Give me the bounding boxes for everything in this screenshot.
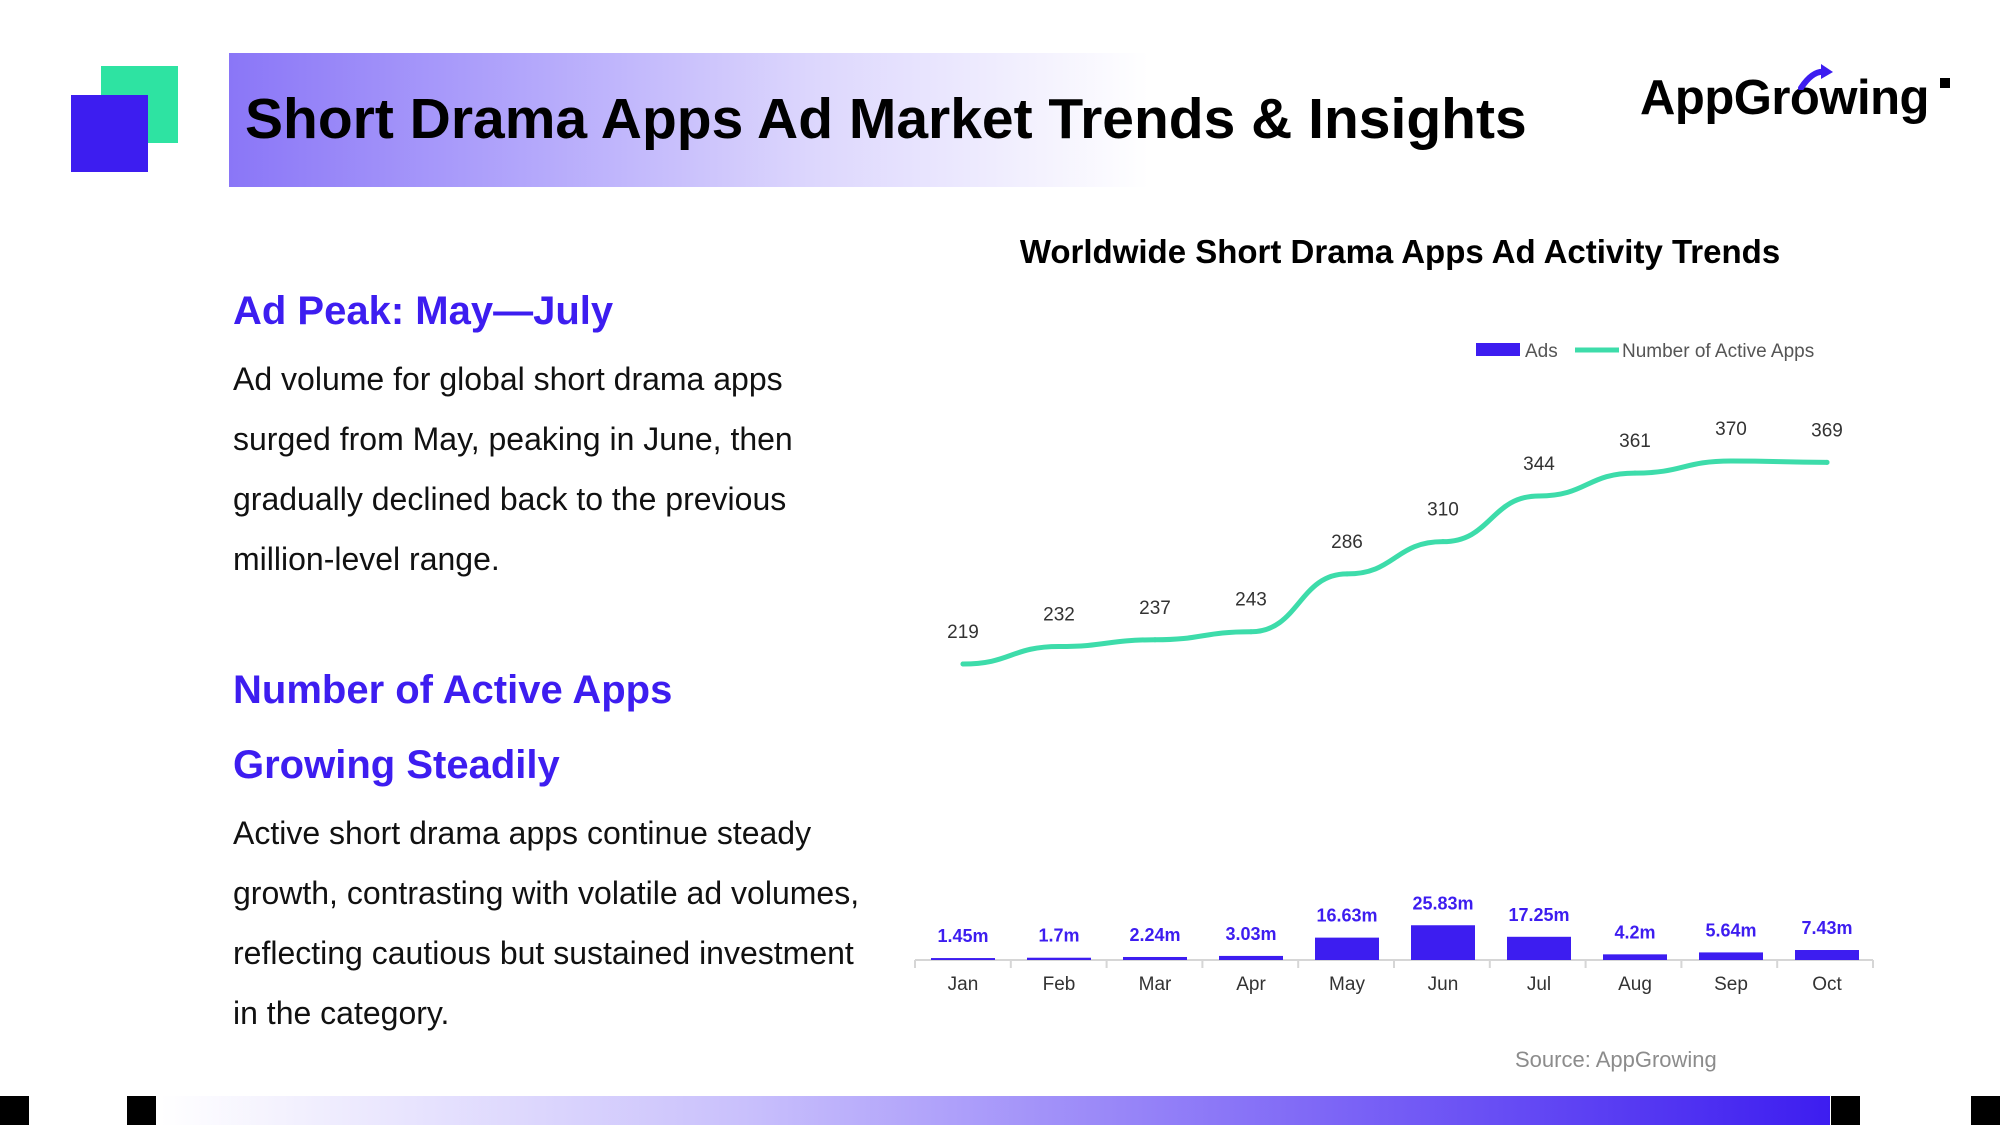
- line-label: 361: [1619, 431, 1651, 452]
- line-label: 243: [1235, 590, 1267, 611]
- footer-block: [127, 1096, 156, 1125]
- bar-may: [1315, 937, 1379, 960]
- line-point: [1344, 571, 1350, 577]
- line-point: [1056, 644, 1062, 650]
- line-point: [1632, 470, 1638, 476]
- bar-label: 3.03m: [1225, 924, 1276, 944]
- x-tick-label: May: [1329, 974, 1365, 995]
- bar-jan: [931, 958, 995, 960]
- bar-feb: [1027, 957, 1091, 960]
- section-body-ad-peak: Ad volume for global short drama apps su…: [233, 361, 793, 577]
- bar-label: 4.2m: [1614, 922, 1655, 942]
- line-point: [1536, 493, 1542, 499]
- title-band: [229, 53, 1229, 187]
- line-label: 344: [1523, 454, 1555, 475]
- x-tick-label: Apr: [1236, 974, 1266, 995]
- line-label: 219: [947, 622, 979, 643]
- legend-label-ads: Ads: [1525, 341, 1558, 362]
- section-heading-active-apps-line2: Growing Steadily: [233, 743, 560, 787]
- footer-block-right: [1971, 1096, 2000, 1125]
- x-tick-label: Sep: [1714, 974, 1748, 995]
- bar-mar: [1123, 956, 1187, 960]
- footer-block: [1831, 1096, 1860, 1125]
- bar-label: 2.24m: [1129, 925, 1180, 945]
- x-tick-label: Jul: [1527, 974, 1551, 995]
- line-label: 237: [1139, 598, 1171, 619]
- line-point: [1248, 629, 1254, 635]
- x-tick-label: Aug: [1618, 974, 1652, 995]
- bar-sep: [1699, 952, 1763, 960]
- bar-label: 1.7m: [1038, 926, 1079, 946]
- line-point: [1824, 459, 1830, 465]
- line-point: [960, 661, 966, 667]
- line-point: [1152, 637, 1158, 643]
- logo-text: AppGrowing: [1640, 71, 1929, 125]
- bar-apr: [1219, 955, 1283, 960]
- logo-arrow-icon: [1798, 64, 1833, 90]
- x-tick-label: Mar: [1139, 974, 1172, 995]
- x-tick-label: Jun: [1428, 974, 1459, 995]
- bar-label: 5.64m: [1705, 920, 1756, 940]
- legend-swatch-ads: [1476, 343, 1520, 356]
- logo-dot: [1940, 78, 1950, 88]
- bar-jul: [1507, 936, 1571, 960]
- line-label: 310: [1427, 500, 1459, 521]
- source-note: Source: AppGrowing: [1515, 1047, 1717, 1072]
- x-tick-label: Feb: [1043, 974, 1076, 995]
- section-heading-active-apps-line1: Number of Active Apps: [233, 668, 673, 712]
- line-label: 286: [1331, 532, 1363, 553]
- chart-title: Worldwide Short Drama Apps Ad Activity T…: [1019, 233, 1781, 270]
- page-title: Short Drama Apps Ad Market Trends & Insi…: [245, 87, 1527, 151]
- bar-aug: [1603, 954, 1667, 960]
- line-active-apps: [960, 458, 1830, 667]
- bar-label: 7.43m: [1801, 918, 1852, 938]
- x-tick-label: Oct: [1812, 974, 1842, 995]
- footer-block-left: [0, 1096, 29, 1125]
- bar-label: 25.83m: [1412, 893, 1473, 913]
- decor-square-purple: [71, 95, 148, 172]
- footer-gradient-bar: [160, 1096, 1830, 1125]
- x-tick-label: Jan: [948, 974, 979, 995]
- section-body-active-apps: Active short drama apps continue steady …: [233, 815, 860, 1031]
- legend-label-active-apps: Number of Active Apps: [1622, 341, 1814, 362]
- line-label: 232: [1043, 605, 1075, 626]
- bar-oct: [1795, 950, 1859, 960]
- appgrowing-logo: AppGrowing: [1640, 64, 1950, 134]
- line-point: [1440, 539, 1446, 545]
- section-heading-ad-peak: Ad Peak: May—July: [233, 289, 614, 333]
- line-label: 370: [1715, 419, 1747, 440]
- line-point: [1728, 458, 1734, 464]
- bar-label: 16.63m: [1316, 906, 1377, 926]
- bar-jun: [1411, 925, 1475, 960]
- bar-label: 17.25m: [1508, 905, 1569, 925]
- line-label: 369: [1811, 420, 1843, 441]
- bar-label: 1.45m: [937, 926, 988, 946]
